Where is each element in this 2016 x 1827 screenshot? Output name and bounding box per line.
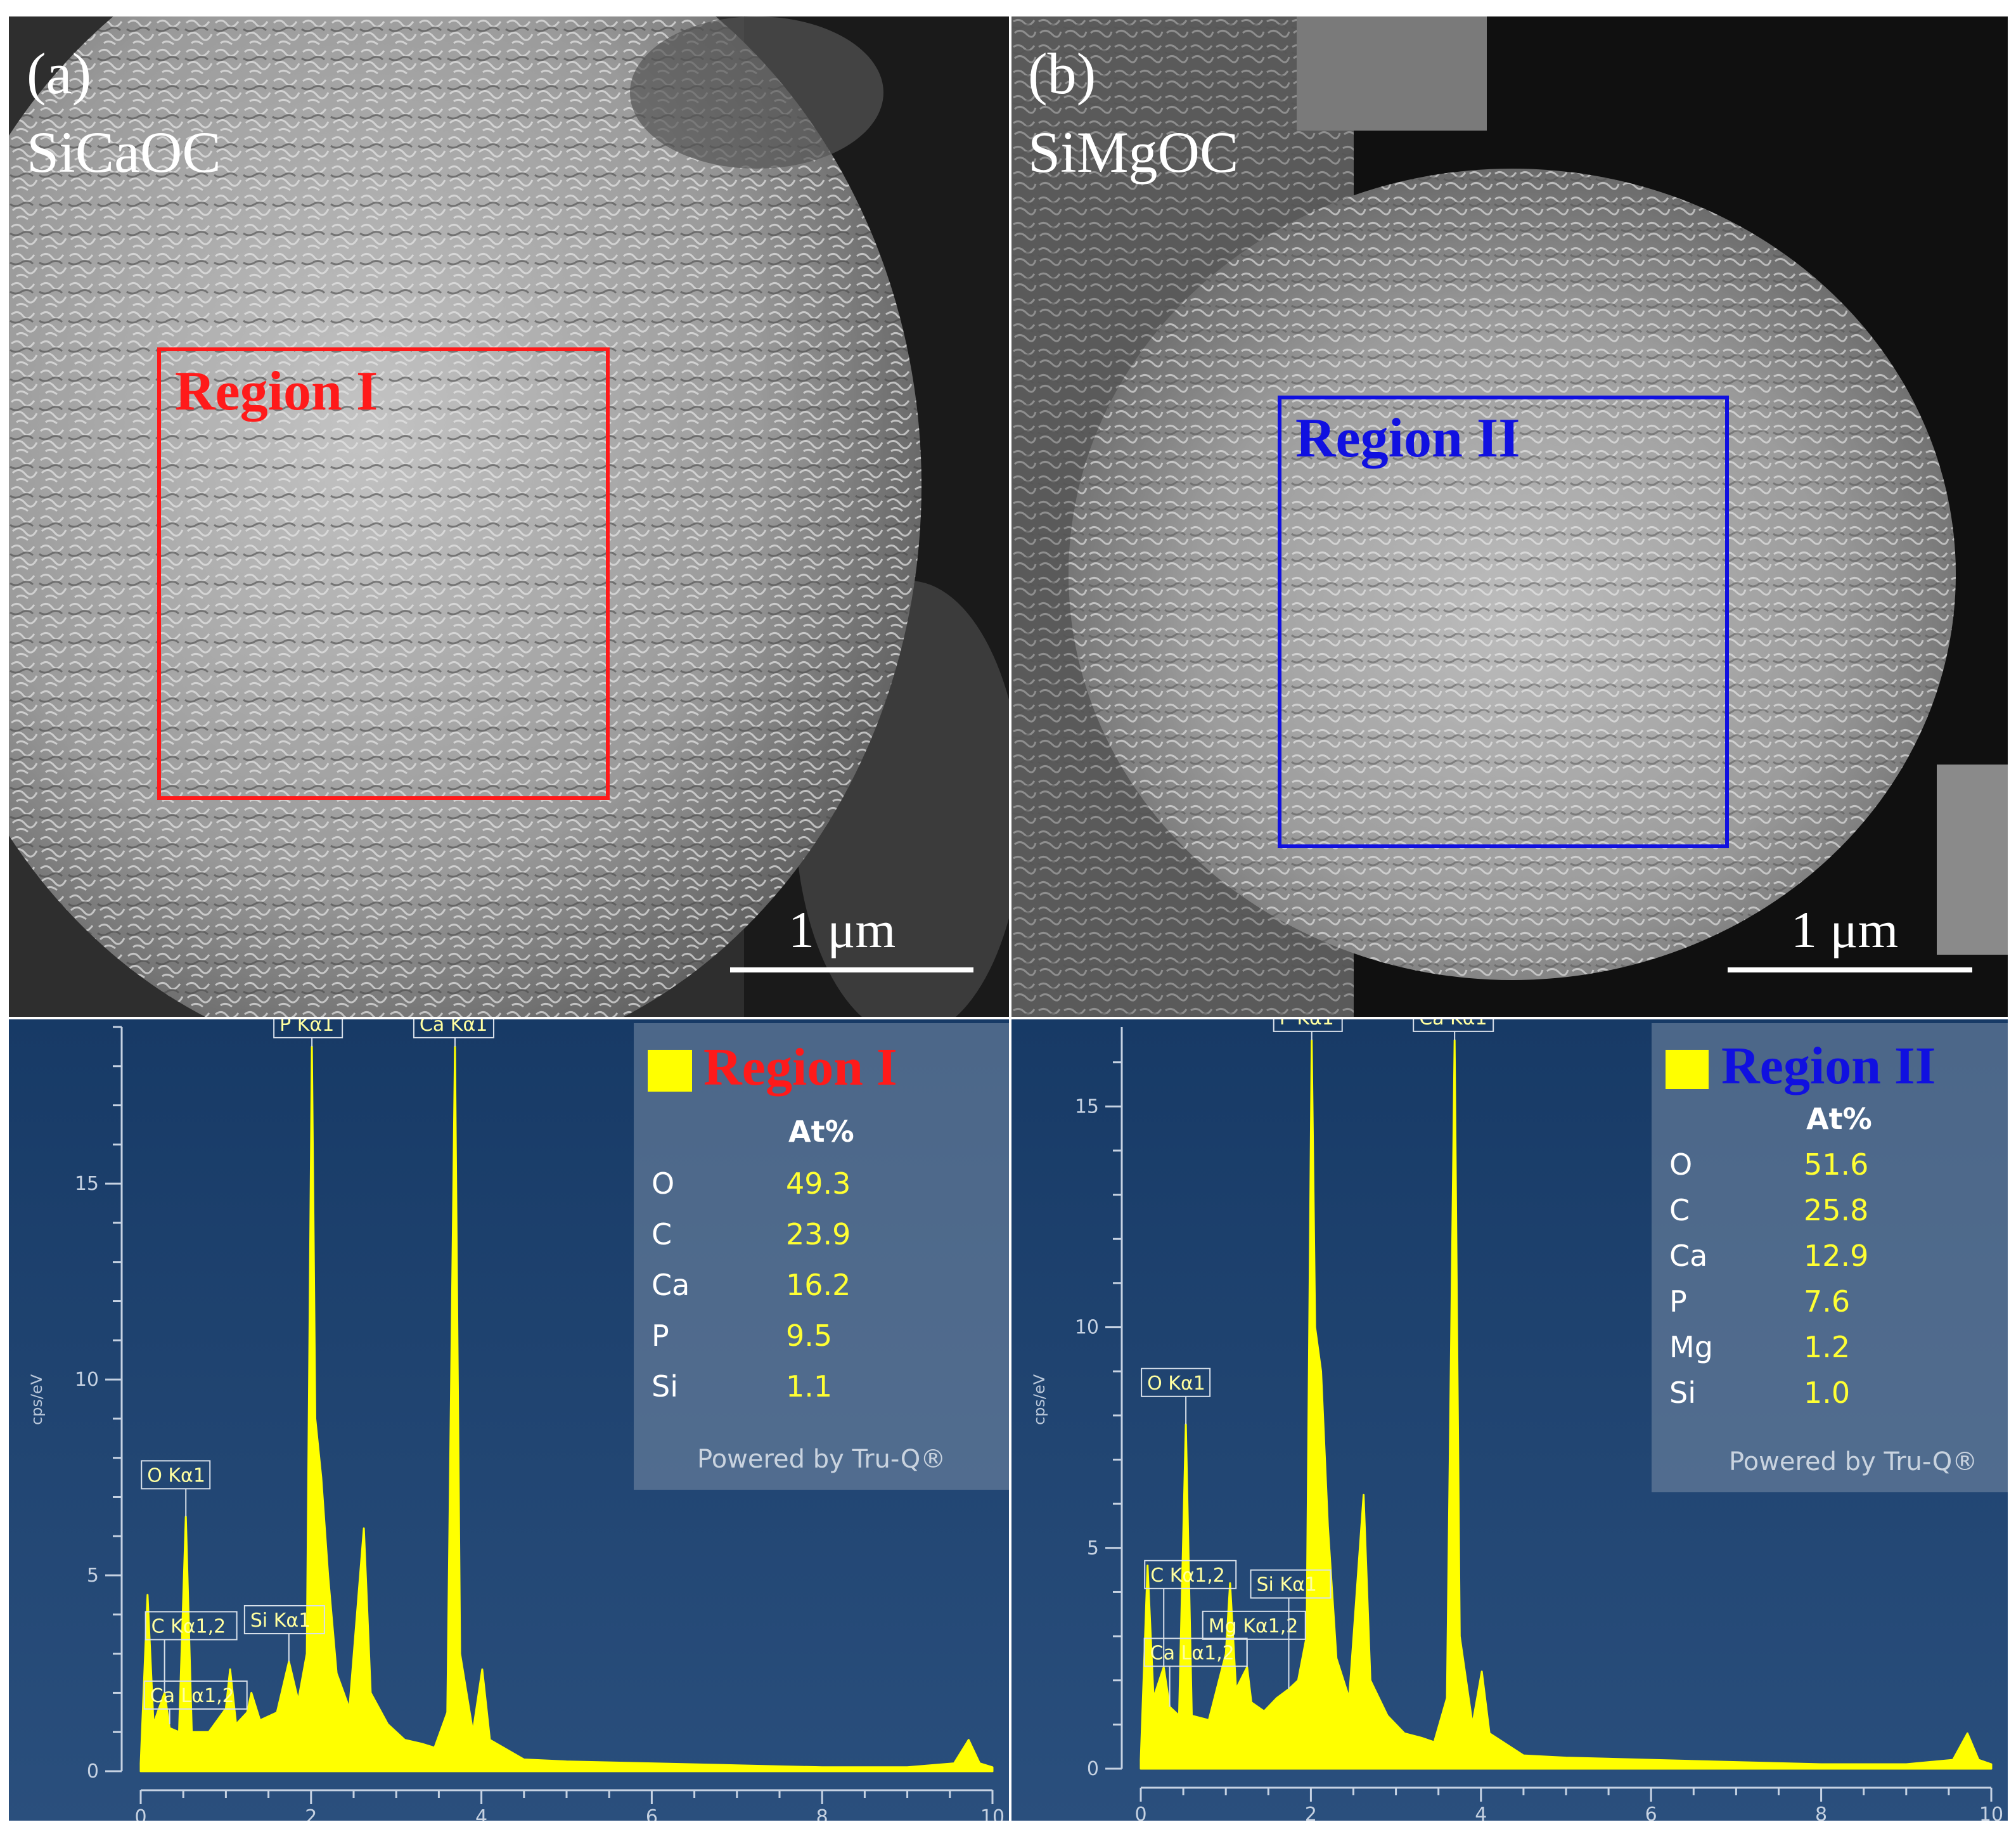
scale-bar-b: [1728, 967, 1972, 972]
eds-peak-box: [413, 1019, 494, 1038]
eds-peak-label: Si Kα1: [250, 1610, 311, 1632]
eds-spectrum-region-1: 0 5 10 15 0 2 4 6 8 10 C Kα1,2 Ca Lα1,2 O Kα1 Si Kα1 P…: [9, 1019, 1009, 1821]
eds-y-tick-label-2: 0: [1087, 1758, 1099, 1780]
legend-value-1-c: 23.9: [786, 1217, 851, 1251]
eds-peak-box: [143, 1680, 248, 1710]
eds-peak-label: Ca Lα1,2: [150, 1685, 234, 1707]
eds-peak-box: [1144, 1559, 1237, 1589]
legend-value-1-si: 1.1: [786, 1369, 833, 1404]
legend-powered-1: Powered by Tru-Q®: [697, 1445, 946, 1474]
legend-at-header-2: At%: [1806, 1102, 1872, 1136]
eds-peak-box: [273, 1019, 343, 1038]
legend-swatch-2: [1666, 1050, 1709, 1089]
eds-x-tick-label-2: 10: [1979, 1804, 2003, 1821]
legend-value-2-ca: 12.9: [1804, 1239, 1869, 1273]
legend-element-1-c: C: [652, 1217, 672, 1251]
eds-peak-label: Ca Kα1: [420, 1019, 487, 1036]
eds-peak-label: Si Kα1: [1257, 1574, 1317, 1596]
eds-peak-label: O Kα1: [147, 1464, 205, 1487]
eds-x-tick-label-1: 6: [646, 1806, 658, 1821]
legend-value-2-mg: 1.2: [1804, 1330, 1851, 1364]
eds-ylabel-1: cps/eV: [28, 1374, 46, 1425]
eds-peak-box: [243, 1604, 325, 1634]
legend-value-1-ca: 16.2: [786, 1268, 851, 1302]
eds-peak-label: C Kα1,2: [1150, 1565, 1225, 1587]
eds-peak-label: P Kα1: [279, 1019, 334, 1036]
eds-spectrum-1: [139, 1045, 994, 1772]
eds-peak-box: [141, 1460, 211, 1490]
eds-y-tick-label-1: 10: [75, 1369, 99, 1391]
material-label-a: SiCaOC: [27, 120, 221, 184]
region-label-a: Region I: [175, 361, 378, 422]
eds-y-tick-label-1: 0: [87, 1760, 99, 1783]
eds-peak-box: [1141, 1367, 1211, 1397]
legend-swatch-1: [648, 1050, 692, 1092]
legend-element-2-si: Si: [1669, 1376, 1696, 1410]
scale-label-b: 1 μm: [1791, 901, 1899, 959]
eds-x-tick-label-2: 6: [1645, 1804, 1657, 1821]
eds-legend-2: Region II At% O 51.6 C 25.8 Ca 12.9 P 7.6 Mg 1.2 S…: [1652, 1023, 2008, 1492]
eds-y-tick-label-2: 15: [1075, 1095, 1099, 1118]
eds-y-tick-label-2: 5: [1087, 1537, 1099, 1559]
eds-x-tick-label-2: 0: [1134, 1804, 1146, 1821]
eds-peak-box: [1202, 1610, 1306, 1640]
legend-region-1: Region I: [703, 1038, 897, 1097]
legend-element-1-p: P: [652, 1319, 669, 1353]
eds-peak-label: Mg Kα1,2: [1209, 1615, 1299, 1637]
eds-peak-label: Ca Kα1: [1419, 1019, 1487, 1030]
eds-ylabel-2: cps/eV: [1030, 1374, 1048, 1425]
eds-peak-label: Ca Lα1,2: [1150, 1643, 1235, 1665]
material-label-b: SiMgOC: [1028, 120, 1239, 184]
legend-at-header-1: At%: [788, 1114, 854, 1149]
eds-peak-label: P Kα1: [1280, 1019, 1334, 1030]
legend-element-1-o: O: [652, 1166, 675, 1201]
legend-value-1-o: 49.3: [786, 1166, 851, 1201]
eds-x-tick-label-2: 2: [1305, 1804, 1317, 1821]
region-label-b: Region II: [1295, 408, 1520, 469]
sem-texture-b: [1011, 16, 2008, 1017]
legend-powered-2: Powered by Tru-Q®: [1729, 1447, 1978, 1476]
legend-value-1-p: 9.5: [786, 1319, 833, 1353]
eds-spectrum-region-2: 0 5 10 15 0 2 4 6 8 10 C Kα1,2 Ca Lα1,2 O Kα1 Mg Kα1,…: [1011, 1019, 2008, 1821]
panel-label-a: (a): [27, 41, 92, 106]
panel-label-b: (b): [1028, 41, 1096, 106]
eds-peak-label: C Kα1,2: [151, 1615, 226, 1637]
legend-element-2-c: C: [1669, 1193, 1690, 1227]
eds-spectrum-2: [1140, 1039, 1993, 1770]
sem-image-a: (a) SiCaOC Region I 1 μm: [9, 16, 1009, 1017]
eds-y-tick-label-1: 5: [87, 1565, 99, 1587]
sem-image-b: (b) SiMgOC Region II 1 μm: [1011, 16, 2008, 1017]
legend-element-2-mg: Mg: [1669, 1330, 1713, 1364]
eds-y-tick-label-1: 15: [75, 1173, 99, 1195]
eds-x-tick-label-1: 8: [816, 1806, 828, 1821]
legend-element-2-o: O: [1669, 1147, 1693, 1182]
sem-texture-a: [9, 16, 1009, 1017]
eds-x-tick-label-1: 4: [475, 1806, 487, 1821]
eds-x-tick-label-2: 8: [1815, 1804, 1827, 1821]
legend-element-2-p: P: [1669, 1284, 1687, 1319]
eds-x-tick-label-1: 0: [134, 1806, 146, 1821]
region-box-b: [1278, 396, 1729, 848]
eds-peak-box: [1273, 1019, 1343, 1032]
scale-bar-a: [730, 967, 973, 972]
legend-value-2-p: 7.6: [1804, 1284, 1851, 1319]
region-box-a: [157, 347, 610, 800]
scale-label-a: 1 μm: [788, 901, 896, 959]
eds-x-tick-label-1: 2: [305, 1806, 317, 1821]
eds-peak-box: [1250, 1569, 1332, 1599]
legend-value-2-si: 1.0: [1804, 1376, 1851, 1410]
eds-peak-box: [1413, 1019, 1494, 1032]
legend-element-2-ca: Ca: [1669, 1239, 1708, 1273]
legend-element-1-si: Si: [652, 1369, 678, 1404]
eds-peak-label: O Kα1: [1147, 1372, 1205, 1395]
legend-value-2-c: 25.8: [1804, 1193, 1869, 1227]
eds-legend-1: Region I At% O 49.3 C 23.9 Ca 16.2 P 9.5 Si 1.1 P…: [634, 1023, 1009, 1490]
legend-value-2-o: 51.6: [1804, 1147, 1869, 1182]
legend-element-1-ca: Ca: [652, 1268, 690, 1302]
eds-x-tick-label-2: 4: [1475, 1804, 1487, 1821]
legend-region-2: Region II: [1721, 1036, 1936, 1095]
eds-y-tick-label-2: 10: [1075, 1317, 1099, 1339]
eds-peak-box: [144, 1611, 238, 1641]
eds-x-tick-label-1: 10: [980, 1806, 1005, 1821]
